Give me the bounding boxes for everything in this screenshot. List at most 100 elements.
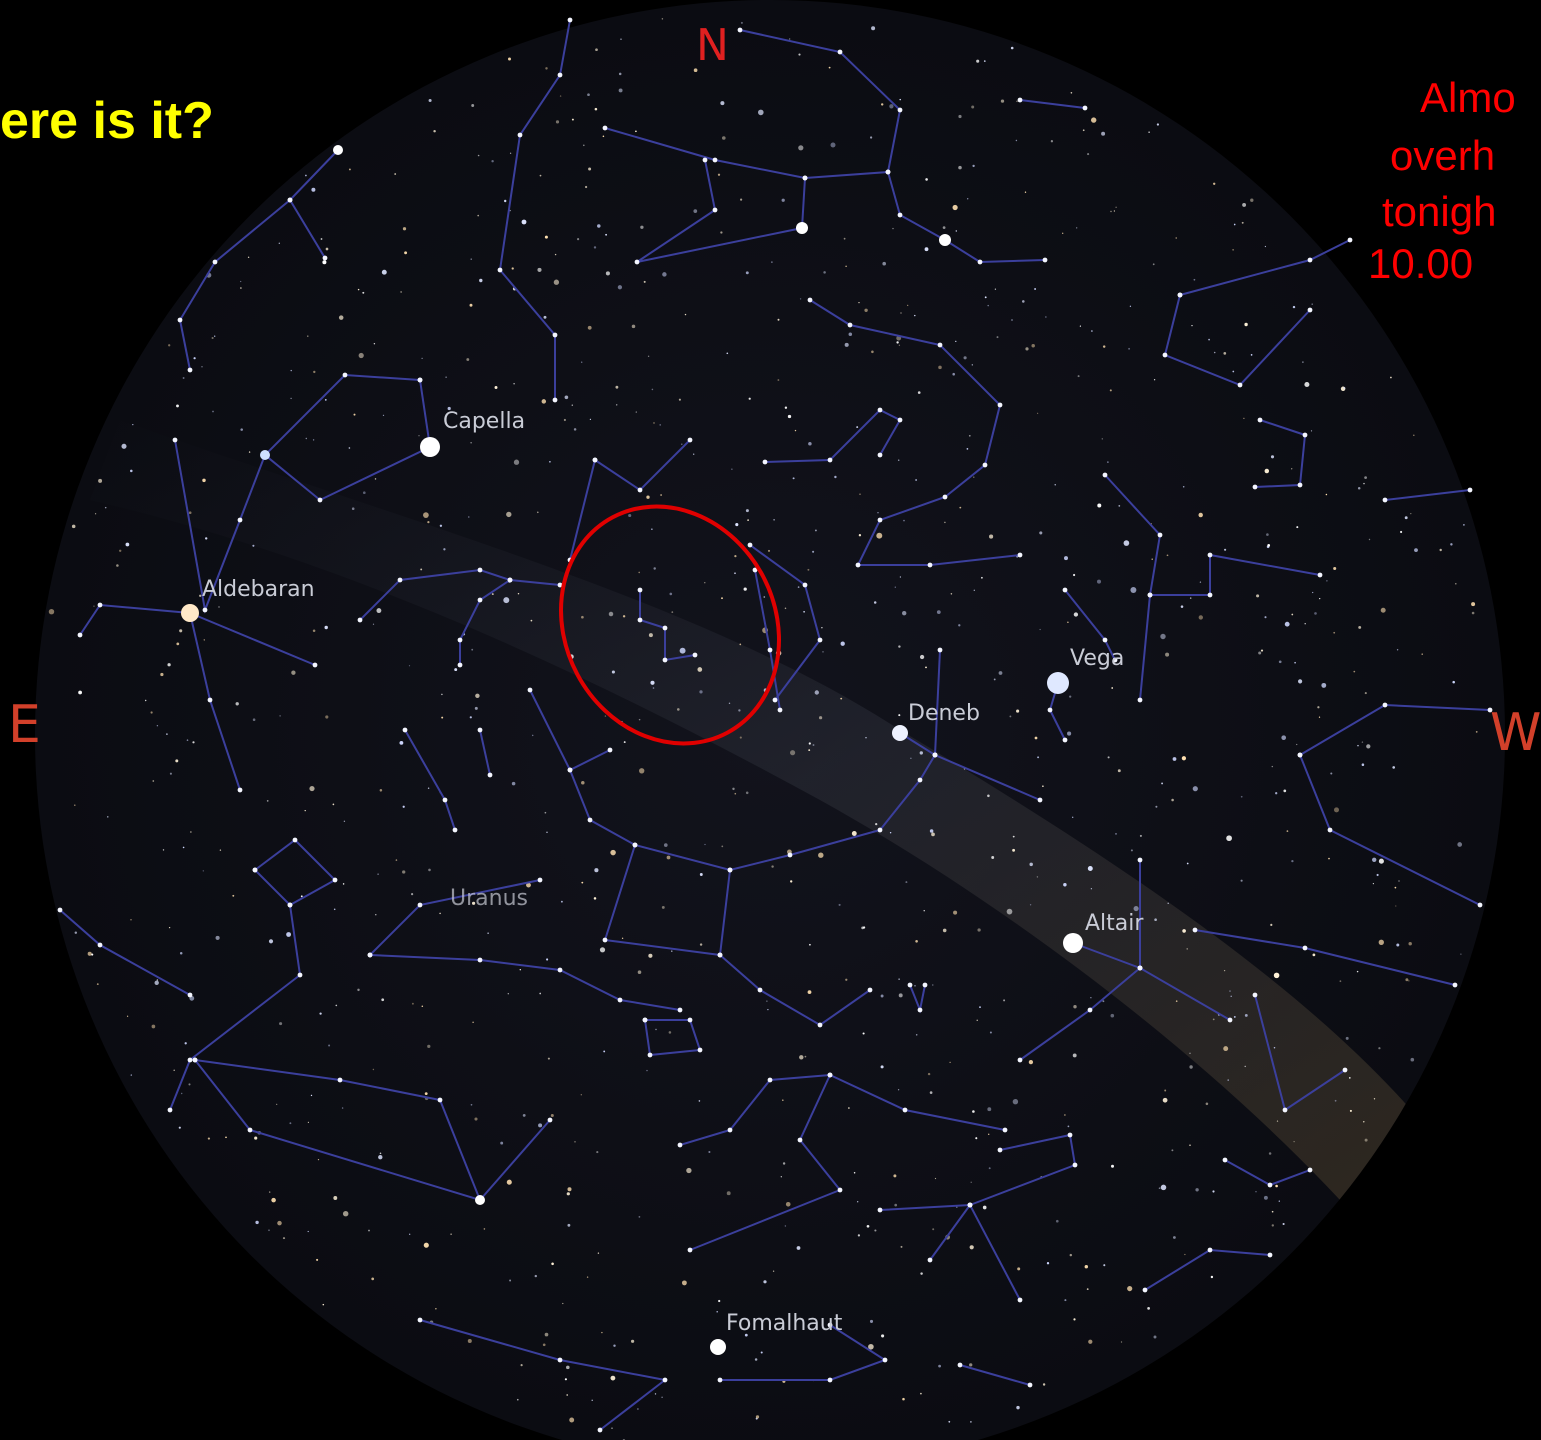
star bbox=[1160, 633, 1166, 640]
constellation-star bbox=[457, 637, 463, 643]
star bbox=[1091, 117, 1097, 123]
constellation-star bbox=[477, 567, 483, 573]
star bbox=[1349, 1109, 1352, 1112]
star bbox=[955, 230, 958, 232]
star bbox=[1130, 849, 1133, 852]
star bbox=[971, 105, 975, 109]
star bbox=[853, 1172, 856, 1174]
star bbox=[520, 1364, 523, 1367]
star bbox=[628, 513, 632, 518]
constellation-star bbox=[697, 1047, 703, 1053]
star bbox=[799, 1055, 804, 1060]
star bbox=[469, 716, 472, 719]
star bbox=[94, 513, 97, 515]
star bbox=[684, 313, 687, 316]
star bbox=[1006, 908, 1013, 915]
star bbox=[182, 377, 185, 379]
star bbox=[662, 272, 667, 277]
star bbox=[931, 832, 935, 837]
star bbox=[342, 883, 345, 885]
star bbox=[1408, 941, 1412, 946]
constellation-star bbox=[977, 259, 983, 265]
star bbox=[1175, 237, 1177, 239]
constellation-star bbox=[1207, 552, 1213, 558]
constellation-star bbox=[557, 72, 563, 78]
star bbox=[439, 524, 443, 527]
star bbox=[487, 932, 489, 934]
constellation-star bbox=[1297, 482, 1303, 488]
star bbox=[823, 271, 826, 274]
star bbox=[1070, 92, 1073, 94]
star bbox=[1034, 736, 1038, 740]
star bbox=[952, 204, 958, 211]
constellation-star bbox=[1207, 592, 1213, 598]
star bbox=[160, 672, 164, 677]
star bbox=[1153, 1335, 1157, 1339]
star bbox=[1223, 969, 1226, 972]
star bbox=[915, 940, 918, 943]
star bbox=[1357, 487, 1361, 490]
constellation-star bbox=[1017, 97, 1023, 103]
constellation-star bbox=[1452, 982, 1458, 988]
star bbox=[1410, 512, 1412, 515]
star bbox=[1042, 785, 1044, 787]
star bbox=[290, 369, 292, 372]
star bbox=[1171, 1149, 1174, 1152]
star bbox=[969, 1363, 973, 1367]
constellation-line bbox=[689, 1074, 842, 1251]
constellation-star bbox=[637, 487, 643, 493]
star bbox=[697, 667, 703, 672]
star bbox=[693, 68, 698, 73]
star bbox=[78, 690, 82, 695]
star bbox=[1291, 468, 1293, 470]
constellation-star bbox=[167, 1107, 173, 1113]
constellation-star bbox=[97, 602, 103, 608]
star bbox=[920, 1392, 922, 1395]
constellation-star bbox=[1002, 1127, 1008, 1133]
star bbox=[584, 185, 588, 189]
star bbox=[470, 442, 472, 444]
star bbox=[441, 693, 443, 696]
star bbox=[1111, 687, 1114, 689]
star bbox=[587, 93, 590, 97]
star bbox=[993, 678, 996, 681]
star bbox=[771, 261, 773, 263]
star bbox=[307, 1230, 309, 1233]
star bbox=[1410, 1057, 1415, 1062]
constellation-star bbox=[1017, 1297, 1023, 1303]
star bbox=[1439, 548, 1442, 552]
star bbox=[276, 1103, 278, 1106]
constellation-star bbox=[662, 1377, 668, 1383]
constellation-star bbox=[547, 1117, 553, 1123]
constellation-star bbox=[342, 372, 348, 378]
star bbox=[889, 104, 894, 109]
star bbox=[362, 291, 365, 294]
constellation-star bbox=[942, 494, 948, 500]
star bbox=[107, 816, 109, 818]
constellation-star bbox=[827, 1322, 833, 1328]
star bbox=[1304, 381, 1310, 388]
star bbox=[766, 1000, 768, 1002]
star bbox=[1273, 1047, 1276, 1049]
star bbox=[374, 478, 377, 480]
constellation-star bbox=[702, 157, 708, 163]
star bbox=[180, 1092, 183, 1095]
star bbox=[865, 736, 867, 739]
star bbox=[1270, 923, 1273, 927]
star bbox=[1263, 1195, 1268, 1200]
star bbox=[630, 1339, 635, 1343]
constellation-line bbox=[959, 1364, 1031, 1386]
star bbox=[623, 741, 626, 744]
star bbox=[903, 519, 905, 522]
star bbox=[971, 364, 973, 366]
star bbox=[252, 718, 256, 721]
star bbox=[1310, 430, 1313, 432]
constellation-star bbox=[442, 797, 448, 803]
star bbox=[924, 247, 929, 252]
star bbox=[1123, 540, 1130, 546]
star bbox=[324, 625, 328, 630]
star bbox=[660, 494, 663, 496]
star bbox=[150, 711, 153, 714]
star bbox=[409, 1233, 411, 1235]
star bbox=[1396, 649, 1399, 651]
